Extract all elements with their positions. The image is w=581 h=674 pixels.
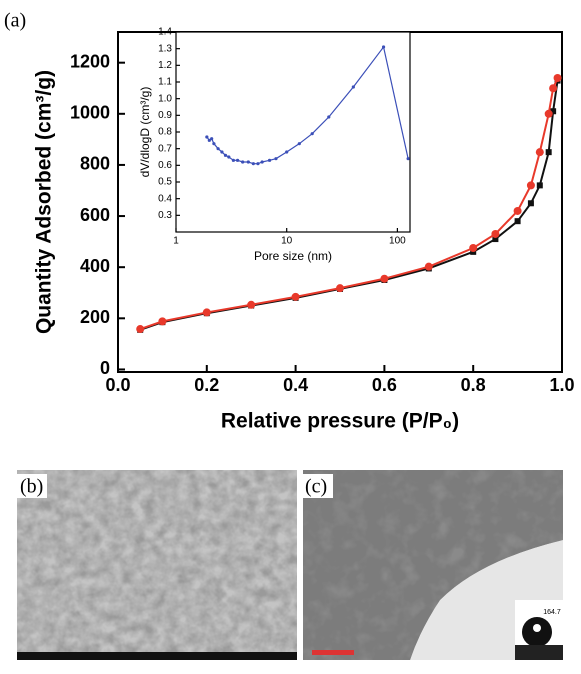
x-tick-label: 100 xyxy=(389,236,406,247)
data-point xyxy=(260,160,264,164)
data-point xyxy=(247,300,256,309)
data-point xyxy=(158,317,167,326)
data-point xyxy=(544,109,553,118)
data-point xyxy=(202,308,211,317)
data-point xyxy=(545,149,552,156)
data-point xyxy=(207,138,211,142)
data-point xyxy=(380,274,389,283)
y-tick-label: 0.6 xyxy=(158,160,172,171)
panel-label: (a) xyxy=(4,10,26,32)
data-point xyxy=(216,147,220,151)
y-tick-label: 1000 xyxy=(70,103,110,123)
data-point xyxy=(550,108,557,115)
data-point xyxy=(327,115,331,119)
data-point xyxy=(514,218,521,225)
data-point xyxy=(212,142,216,146)
data-point xyxy=(424,262,433,271)
data-point xyxy=(256,162,260,166)
y-tick-label: 0 xyxy=(100,358,110,378)
y-tick-label: 1.1 xyxy=(158,77,172,88)
y-tick-label: 0.8 xyxy=(158,127,172,138)
y-tick-label: 0.9 xyxy=(158,110,172,121)
y-axis-label: dV/dlogD (cm³/g) xyxy=(138,87,152,178)
data-point xyxy=(267,158,272,162)
data-point xyxy=(310,132,314,136)
data-point xyxy=(491,229,500,238)
data-point xyxy=(535,148,544,157)
x-tick-label: 0.6 xyxy=(372,375,397,395)
y-tick-label: 1.3 xyxy=(158,43,172,54)
y-tick-label: 0.5 xyxy=(158,177,172,188)
y-tick-label: 0.7 xyxy=(158,143,172,154)
data-point xyxy=(536,182,543,189)
panel-label: (b) xyxy=(20,476,43,498)
data-point xyxy=(527,200,534,207)
y-tick-label: 0.4 xyxy=(158,193,172,204)
y-tick-label: 1.2 xyxy=(158,60,172,71)
data-point xyxy=(291,292,300,301)
data-point xyxy=(205,135,209,139)
x-tick-label: 0.2 xyxy=(194,375,219,395)
x-tick-label: 1 xyxy=(173,236,179,247)
x-axis-label: Relative pressure (P/P₀) xyxy=(221,410,459,433)
x-tick-label: 0.8 xyxy=(461,375,486,395)
data-point xyxy=(469,244,478,253)
y-tick-label: 400 xyxy=(80,256,110,276)
data-point xyxy=(285,150,289,154)
y-axis-label: Quantity Adsorbed (cm³/g) xyxy=(33,70,56,334)
y-tick-label: 600 xyxy=(80,205,110,225)
panel-label: (c) xyxy=(305,476,327,498)
data-point xyxy=(274,157,278,161)
y-tick-label: 800 xyxy=(80,154,110,174)
data-point xyxy=(351,85,355,89)
sem-image xyxy=(17,470,297,660)
data-point xyxy=(231,158,235,162)
x-tick-label: 10 xyxy=(281,236,293,247)
y-tick-label: 1200 xyxy=(70,51,110,71)
x-axis-label: Pore size (nm) xyxy=(254,249,332,263)
x-tick-label: 1.0 xyxy=(549,375,574,395)
x-tick-label: 0.0 xyxy=(105,375,130,395)
data-point xyxy=(251,162,255,166)
y-tick-label: 200 xyxy=(80,307,110,327)
data-point xyxy=(210,137,214,141)
data-point xyxy=(553,74,562,83)
data-point xyxy=(513,206,522,215)
data-point xyxy=(227,155,231,159)
contact-angle-label: 164.7 xyxy=(543,609,561,616)
x-tick-label: 0.4 xyxy=(283,375,308,395)
y-tick-label: 1.4 xyxy=(158,27,172,38)
y-tick-label: 0.3 xyxy=(158,210,172,221)
y-tick-label: 1.0 xyxy=(158,93,172,104)
data-point xyxy=(549,84,558,93)
data-point xyxy=(220,150,224,154)
tem-image xyxy=(303,470,563,660)
data-point xyxy=(336,284,344,293)
data-point xyxy=(235,158,240,162)
data-point xyxy=(406,157,410,161)
data-point xyxy=(381,45,386,49)
data-point xyxy=(241,160,245,164)
series-line xyxy=(139,77,559,330)
data-point xyxy=(246,160,250,164)
data-point xyxy=(492,236,499,243)
data-point xyxy=(136,325,145,334)
data-point xyxy=(526,181,535,190)
data-point xyxy=(223,153,228,157)
data-point xyxy=(297,142,301,146)
inset-background xyxy=(176,32,410,232)
